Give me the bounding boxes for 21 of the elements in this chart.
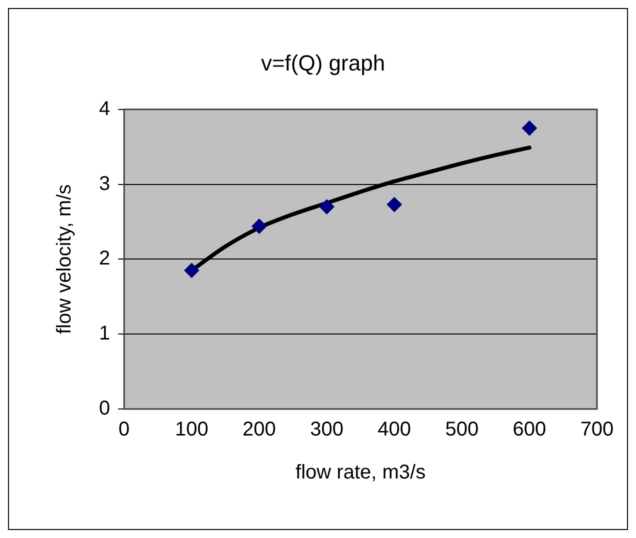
y-axis-title: flow velocity, m/s bbox=[54, 184, 76, 334]
y-tick-label: 1 bbox=[99, 322, 110, 345]
x-tick-label: 200 bbox=[242, 418, 276, 441]
point bbox=[522, 120, 537, 136]
x-tick-label: 600 bbox=[512, 418, 546, 441]
x-tick-label: 100 bbox=[174, 418, 208, 441]
x-tick-label: 700 bbox=[580, 418, 614, 441]
chart-title: v=f(Q) graph bbox=[260, 50, 386, 76]
y-tick-label: 0 bbox=[99, 398, 110, 420]
x-tick-label: 0 bbox=[118, 418, 130, 441]
x-tick-label: 400 bbox=[378, 418, 412, 441]
x-tick-label: 500 bbox=[445, 418, 479, 441]
x-tick-label: 300 bbox=[310, 418, 344, 441]
point bbox=[184, 262, 200, 278]
y-tick-label: 4 bbox=[99, 98, 110, 120]
point bbox=[386, 197, 402, 212]
x-axis-title: flow rate, m3/s bbox=[296, 462, 426, 484]
y-tick-label: 2 bbox=[99, 248, 110, 270]
y-tick-label: 3 bbox=[99, 172, 110, 195]
point bbox=[319, 199, 334, 214]
point bbox=[252, 218, 267, 234]
